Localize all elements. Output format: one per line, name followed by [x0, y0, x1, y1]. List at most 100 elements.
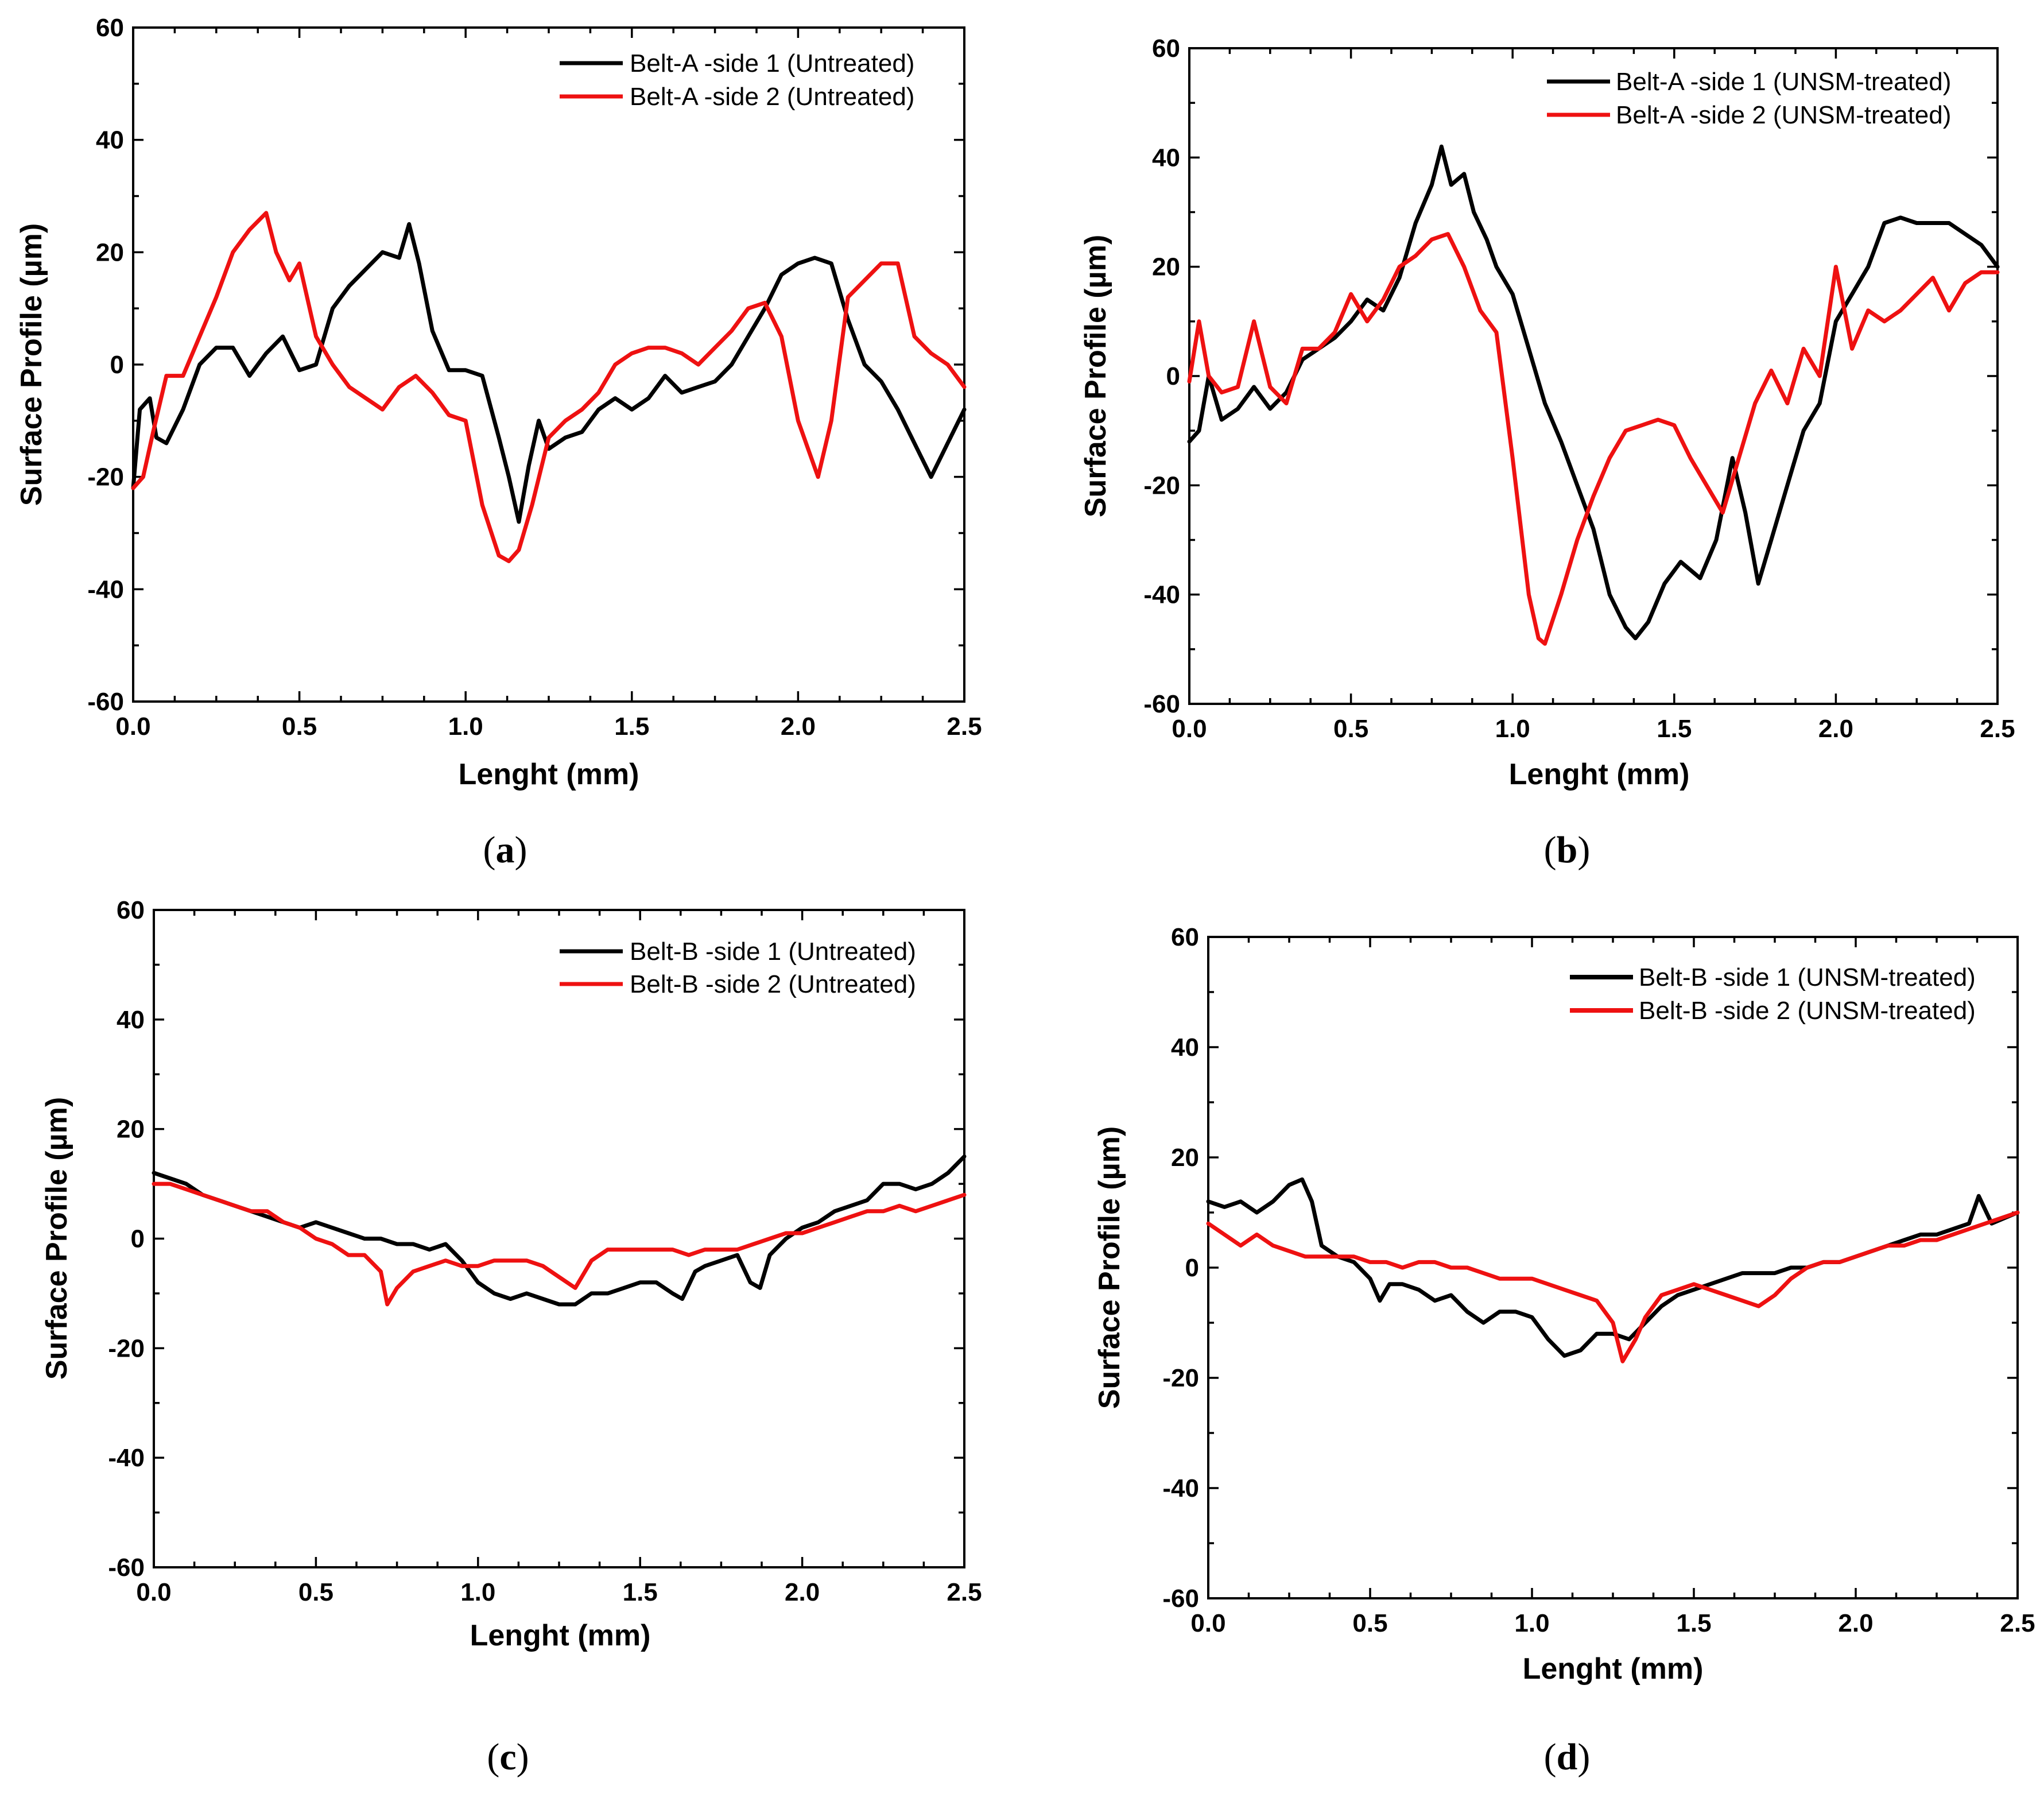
y-tick-label: 40 — [1171, 1033, 1199, 1062]
caption-d: (d) — [1544, 1736, 1591, 1778]
x-tick-labels: 0.0 0.5 1.0 1.5 2.0 2.5 — [115, 712, 982, 741]
y-tick-label: 20 — [96, 238, 124, 266]
x-tick-label: 2.0 — [781, 712, 816, 741]
x-tick-label: 0.0 — [136, 1578, 171, 1606]
y-tick-label: 20 — [117, 1115, 145, 1144]
series-lines — [1206, 1177, 2020, 1363]
x-axis-title: Lenght (mm) — [1509, 758, 1690, 791]
x-tick-labels: 0.0 0.5 1.0 1.5 2.0 2.5 — [1190, 1609, 2035, 1637]
y-tick-label: 40 — [1152, 144, 1180, 172]
legend-label-side2: Belt-A -side 2 (Untreated) — [630, 83, 914, 111]
y-tick-label: -20 — [1143, 471, 1180, 499]
x-tick-label: 0.0 — [1172, 715, 1207, 743]
x-tick-label: 2.5 — [947, 712, 982, 741]
x-tick-label: 1.5 — [614, 712, 649, 741]
caption-c: (c) — [487, 1736, 529, 1778]
series-lines — [152, 1154, 967, 1307]
x-tick-label: 1.0 — [460, 1578, 495, 1606]
caption-a: (a) — [483, 829, 528, 871]
panel-a: -60 -40 -20 0 20 40 60 0.0 0.5 1.0 1.5 2.0 2.5 Surf… — [15, 14, 982, 871]
x-tick-label: 2.0 — [1818, 715, 1853, 743]
legend-label-side2: Belt-A -side 2 (UNSM-treated) — [1616, 101, 1951, 129]
y-tick-label: 0 — [131, 1225, 145, 1253]
legend-label-side2: Belt-B -side 2 (Untreated) — [630, 970, 916, 998]
x-tick-label: 0.0 — [1190, 1609, 1225, 1637]
y-tick-label: -40 — [108, 1444, 145, 1472]
x-tick-label: 0.5 — [1333, 715, 1368, 743]
y-tick-labels: -60 -40 -20 0 20 40 60 — [87, 14, 124, 716]
axis-ticks — [1207, 936, 2019, 1599]
x-tick-label: 0.5 — [298, 1578, 333, 1606]
series-lines — [1187, 144, 2000, 646]
caption-b: (b) — [1544, 829, 1591, 871]
series-line-side2 — [1187, 232, 2000, 646]
x-tick-label: 2.0 — [1838, 1609, 1873, 1637]
x-tick-labels: 0.0 0.5 1.0 1.5 2.0 2.5 — [1172, 715, 2015, 743]
x-tick-label: 1.5 — [1676, 1609, 1711, 1637]
x-tick-label: 2.0 — [785, 1578, 820, 1606]
legend: Belt-A -side 1 (Untreated) Belt-A -side … — [560, 49, 914, 111]
x-tick-label: 1.0 — [448, 712, 483, 741]
y-tick-label: 60 — [96, 14, 124, 42]
legend: Belt-A -side 1 (UNSM-treated) Belt-A -si… — [1547, 68, 1951, 129]
y-tick-label: 60 — [1152, 34, 1180, 63]
legend-label-side1: Belt-A -side 1 (UNSM-treated) — [1616, 68, 1951, 96]
y-tick-label: 0 — [1185, 1254, 1199, 1282]
series-line-side1 — [131, 222, 967, 524]
x-tick-label: 1.5 — [623, 1578, 658, 1606]
x-tick-label: 2.5 — [947, 1578, 982, 1606]
y-tick-label: 0 — [110, 351, 124, 379]
x-tick-label: 1.5 — [1657, 715, 1692, 743]
y-tick-label: 0 — [1166, 362, 1180, 390]
y-axis-title: Surface Profile (µm) — [1093, 1126, 1126, 1409]
y-axis-title: Surface Profile (µm) — [15, 223, 48, 506]
axis-ticks — [153, 909, 965, 1568]
series-line-side2 — [131, 211, 967, 563]
y-tick-label: -40 — [1162, 1474, 1199, 1502]
x-tick-label: 2.5 — [1980, 715, 2015, 743]
panel-d: -60 -40 -20 0 20 40 60 0.0 0.5 1.0 1.5 2.0 2.5 Surf… — [1093, 923, 2035, 1778]
y-tick-label: 60 — [1171, 923, 1199, 951]
y-tick-label: -40 — [1143, 581, 1180, 609]
y-tick-label: -60 — [1162, 1585, 1199, 1613]
legend-label-side1: Belt-B -side 1 (Untreated) — [630, 938, 916, 966]
series-lines — [131, 211, 967, 563]
y-tick-label: 40 — [117, 1006, 145, 1034]
y-tick-label: -20 — [108, 1334, 145, 1362]
legend: Belt-B -side 1 (UNSM-treated) Belt-B -si… — [1570, 963, 1976, 1025]
y-tick-label: 20 — [1152, 253, 1180, 281]
x-axis-title: Lenght (mm) — [470, 1619, 651, 1652]
y-tick-label: 40 — [96, 126, 124, 154]
axis-ticks — [1188, 47, 1999, 705]
panel-c: -60 -40 -20 0 20 40 60 0.0 0.5 1.0 1.5 2.0 2.5 Surf… — [40, 896, 982, 1778]
y-tick-label: -60 — [108, 1554, 145, 1582]
y-axis-title: Surface Profile (µm) — [40, 1097, 73, 1380]
x-axis-title: Lenght (mm) — [459, 758, 639, 791]
y-tick-labels: -60 -40 -20 0 20 40 60 — [108, 896, 145, 1582]
y-tick-label: -40 — [87, 575, 124, 603]
series-line-side2 — [152, 1182, 967, 1307]
x-tick-label: 1.0 — [1514, 1609, 1549, 1637]
y-tick-labels: -60 -40 -20 0 20 40 60 — [1162, 923, 1199, 1613]
legend: Belt-B -side 1 (Untreated) Belt-B -side … — [560, 938, 916, 998]
y-tick-label: -20 — [87, 463, 124, 491]
x-tick-label: 0.0 — [115, 712, 150, 741]
y-tick-label: 60 — [117, 896, 145, 924]
y-tick-label: 20 — [1171, 1144, 1199, 1172]
series-line-side2 — [1206, 1210, 2020, 1363]
legend-label-side1: Belt-B -side 1 (UNSM-treated) — [1639, 963, 1976, 991]
y-tick-label: -60 — [87, 688, 124, 716]
legend-label-side2: Belt-B -side 2 (UNSM-treated) — [1639, 997, 1976, 1025]
y-tick-label: -60 — [1143, 690, 1180, 718]
y-axis-title: Surface Profile (µm) — [1079, 235, 1112, 517]
y-tick-labels: -60 -40 -20 0 20 40 60 — [1143, 34, 1180, 718]
y-tick-label: -20 — [1162, 1364, 1199, 1392]
panel-b: -60 -40 -20 0 20 40 60 0.0 0.5 1.0 1.5 2.0 2.5 Surf… — [1079, 34, 2015, 871]
x-axis-title: Lenght (mm) — [1523, 1652, 1704, 1686]
x-tick-label: 2.5 — [2000, 1609, 2035, 1637]
x-tick-labels: 0.0 0.5 1.0 1.5 2.0 2.5 — [136, 1578, 982, 1606]
axis-ticks — [132, 26, 965, 703]
legend-label-side1: Belt-A -side 1 (Untreated) — [630, 49, 914, 78]
x-tick-label: 1.0 — [1495, 715, 1530, 743]
